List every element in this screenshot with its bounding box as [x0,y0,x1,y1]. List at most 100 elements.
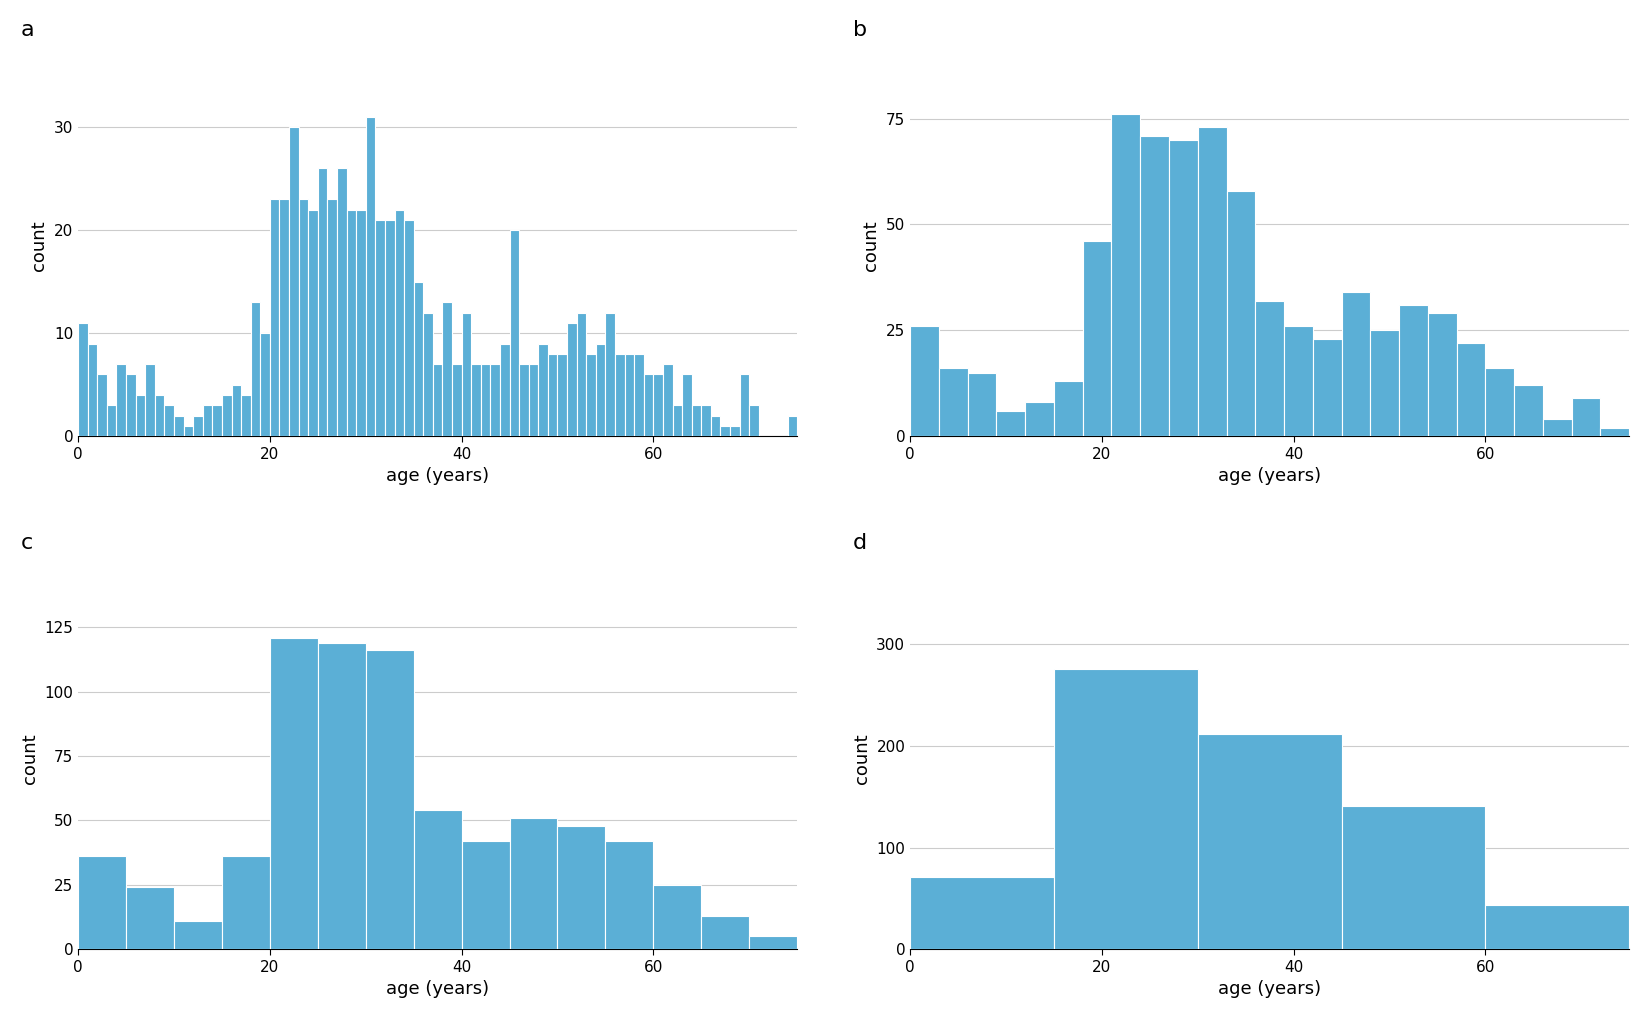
Bar [261,333,271,436]
Bar [271,200,279,436]
Y-axis label: count: count [863,220,881,271]
Bar [117,364,125,436]
Bar [452,364,462,436]
Bar [528,364,538,436]
Bar [1112,114,1140,436]
Bar [749,936,797,949]
Bar [231,385,241,436]
Bar [289,127,299,436]
Bar [327,200,337,436]
Bar [911,877,1054,949]
Bar [394,210,404,436]
Bar [271,638,318,949]
Bar [318,168,327,436]
Bar [1485,369,1515,436]
Bar [510,230,520,436]
Bar [424,313,432,436]
Bar [558,354,568,436]
Bar [634,354,644,436]
Bar [615,354,625,436]
Bar [1572,398,1600,436]
Bar [576,313,586,436]
Bar [1140,136,1168,436]
Bar [1226,191,1256,436]
Bar [1370,330,1399,436]
Text: d: d [853,533,866,553]
Bar [241,395,251,436]
Bar [644,374,653,436]
Bar [681,374,691,436]
Bar [1600,428,1629,436]
Bar [366,650,414,949]
Bar [606,841,653,949]
Bar [691,406,701,436]
Bar [165,406,173,436]
Bar [701,406,711,436]
Bar [223,857,271,949]
Bar [299,200,309,436]
Bar [1457,343,1485,436]
X-axis label: age (years): age (years) [1218,980,1322,999]
Bar [384,220,394,436]
Bar [997,411,1025,436]
Bar [155,395,165,436]
Bar [318,643,366,949]
Bar [490,364,500,436]
Bar [967,373,997,436]
Bar [568,323,576,436]
Bar [1399,305,1427,436]
Bar [663,364,673,436]
Bar [1198,127,1226,436]
X-axis label: age (years): age (years) [386,980,488,999]
Y-axis label: count: count [30,220,48,271]
Bar [586,354,596,436]
Bar [520,364,528,436]
Bar [1256,301,1284,436]
Bar [213,406,223,436]
Bar [939,369,967,436]
Bar [558,825,606,949]
Bar [366,117,375,436]
Bar [404,220,414,436]
Bar [1284,326,1313,436]
Bar [510,818,558,949]
Bar [1168,140,1198,436]
Y-axis label: count: count [853,734,871,784]
Text: a: a [20,19,35,40]
Bar [1025,403,1054,436]
Bar [673,406,681,436]
Bar [125,888,173,949]
Bar [625,354,634,436]
Bar [251,303,261,436]
Bar [596,343,606,436]
Bar [97,374,107,436]
Bar [480,364,490,436]
Bar [1313,339,1341,436]
Bar [125,374,135,436]
Bar [538,343,548,436]
Bar [145,364,155,436]
Bar [135,395,145,436]
X-axis label: age (years): age (years) [1218,467,1322,485]
Bar [1054,381,1082,436]
Bar [223,395,231,436]
Bar [193,416,203,436]
Bar [442,303,452,436]
Bar [787,416,797,436]
Bar [309,210,318,436]
Bar [653,374,663,436]
Bar [375,220,384,436]
Bar [414,281,424,436]
Bar [701,916,749,949]
Bar [1198,734,1341,949]
Bar [78,323,87,436]
Bar [1543,419,1572,436]
Text: c: c [20,533,33,553]
Bar [500,343,510,436]
Bar [1341,292,1369,436]
Bar [711,416,721,436]
Bar [462,841,510,949]
Bar [606,313,615,436]
Bar [749,406,759,436]
Bar [472,364,480,436]
